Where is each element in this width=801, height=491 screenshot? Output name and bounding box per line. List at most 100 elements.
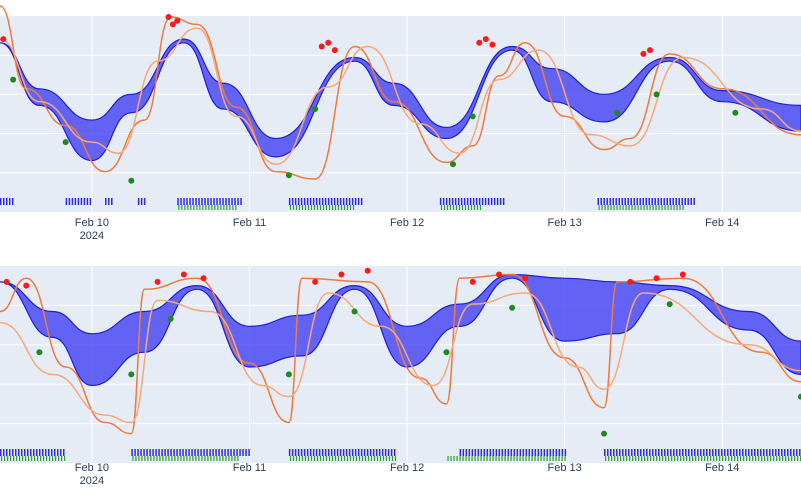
rug-tick-blue bbox=[501, 449, 504, 456]
rug-tick-green bbox=[749, 456, 751, 461]
rug-tick-blue bbox=[312, 449, 315, 456]
rug-tick-blue bbox=[351, 449, 354, 456]
rug-tick-blue bbox=[300, 449, 303, 456]
rug-tick-green bbox=[625, 205, 627, 210]
rug-tick-blue bbox=[342, 198, 345, 205]
rug-tick-green bbox=[649, 205, 651, 210]
rug-tick-blue bbox=[183, 198, 185, 205]
rug-tick-blue bbox=[672, 198, 674, 205]
rug-tick-blue bbox=[357, 449, 360, 456]
rug-tick-blue bbox=[648, 198, 650, 205]
rug-tick-green bbox=[313, 456, 316, 461]
rug-tick-blue bbox=[706, 449, 708, 456]
rug-tick-green bbox=[616, 205, 618, 210]
rug-tick-blue bbox=[105, 198, 107, 205]
rug-tick-green bbox=[193, 205, 195, 210]
rug-tick-blue bbox=[561, 449, 564, 456]
peak-marker bbox=[522, 275, 529, 282]
rug-tick-blue bbox=[468, 449, 471, 456]
rug-tick-blue bbox=[528, 449, 531, 456]
x-tick-label: Feb 13 bbox=[548, 462, 582, 474]
rug-tick-blue bbox=[173, 449, 175, 456]
rug-tick-green bbox=[391, 456, 394, 461]
rug-tick-blue bbox=[495, 449, 498, 456]
rug-tick-blue bbox=[733, 449, 735, 456]
rug-tick-green bbox=[707, 456, 709, 461]
rug-tick-blue bbox=[381, 449, 384, 456]
rug-tick-blue bbox=[679, 449, 681, 456]
rug-tick-blue bbox=[210, 198, 212, 205]
trough-marker bbox=[614, 109, 621, 116]
rug-tick-blue bbox=[231, 198, 233, 205]
rug-tick-green bbox=[604, 205, 606, 210]
rug-tick-green bbox=[543, 456, 545, 461]
x-tick-label: Feb 10 2024 bbox=[75, 217, 109, 242]
rug-tick-blue bbox=[685, 449, 687, 456]
rug-tick-green bbox=[513, 456, 515, 461]
rug-tick-green bbox=[680, 456, 682, 461]
rug-tick-blue bbox=[564, 449, 567, 456]
rug-tick-green bbox=[199, 205, 201, 210]
rug-tick-blue bbox=[309, 449, 312, 456]
rug-tick-green bbox=[25, 456, 27, 461]
rug-tick-blue bbox=[525, 449, 528, 456]
rug-tick-blue bbox=[472, 198, 475, 205]
rug-tick-blue bbox=[333, 198, 336, 205]
rug-tick-blue bbox=[342, 449, 345, 456]
rug-tick-green bbox=[352, 205, 355, 210]
rug-tick-blue bbox=[640, 449, 642, 456]
rug-tick-blue bbox=[552, 449, 555, 456]
series-line-a bbox=[0, 273, 801, 435]
rug-tick-green bbox=[376, 456, 379, 461]
rug-tick-blue bbox=[6, 449, 8, 456]
rug-tick-blue bbox=[751, 449, 753, 456]
rug-tick-blue bbox=[549, 449, 552, 456]
rug-tick-blue bbox=[537, 449, 540, 456]
rug-tick-blue bbox=[748, 449, 750, 456]
rug-tick-blue bbox=[21, 449, 23, 456]
rug-tick-green bbox=[298, 205, 301, 210]
rug-tick-blue bbox=[697, 449, 699, 456]
rug-tick-green bbox=[144, 456, 146, 461]
rug-tick-green bbox=[534, 456, 536, 461]
x-tick-label: Feb 11 bbox=[233, 462, 266, 474]
rug-tick-blue bbox=[673, 449, 675, 456]
rug-tick-blue bbox=[185, 449, 187, 456]
rug-tick-green bbox=[16, 456, 18, 461]
x-tick-label: Feb 11 bbox=[233, 217, 266, 229]
rug-tick-blue bbox=[369, 449, 372, 456]
rug-tick-green bbox=[379, 456, 382, 461]
rug-tick-blue bbox=[242, 449, 244, 456]
rug-tick-green bbox=[205, 205, 207, 210]
rug-tick-green bbox=[331, 456, 334, 461]
rug-tick-green bbox=[479, 205, 482, 210]
rug-tick-blue bbox=[77, 198, 80, 205]
rug-tick-green bbox=[184, 205, 186, 210]
rug-tick-green bbox=[483, 456, 485, 461]
rug-tick-green bbox=[601, 205, 603, 210]
rug-tick-green bbox=[673, 205, 675, 210]
rug-tick-green bbox=[655, 205, 657, 210]
rug-tick-green bbox=[295, 456, 298, 461]
rug-tick-blue bbox=[230, 449, 232, 456]
rug-tick-blue bbox=[291, 198, 294, 205]
rug-tick-green bbox=[147, 456, 149, 461]
rug-tick-green bbox=[132, 456, 134, 461]
rug-tick-blue bbox=[0, 449, 2, 456]
rug-tick-green bbox=[661, 205, 663, 210]
rug-tick-green bbox=[640, 205, 642, 210]
rug-tick-green bbox=[22, 456, 24, 461]
rug-tick-blue bbox=[658, 449, 660, 456]
peak-marker bbox=[180, 271, 187, 278]
rug-tick-green bbox=[328, 205, 331, 210]
rug-tick-green bbox=[464, 205, 467, 210]
rug-tick-blue bbox=[372, 449, 375, 456]
rug-tick-blue bbox=[137, 449, 139, 456]
rug-tick-green bbox=[367, 456, 370, 461]
rug-tick-blue bbox=[624, 198, 626, 205]
rug-tick-blue bbox=[203, 449, 205, 456]
rug-tick-blue bbox=[637, 449, 639, 456]
rug-tick-blue bbox=[3, 449, 5, 456]
rug-tick-green bbox=[782, 456, 784, 461]
